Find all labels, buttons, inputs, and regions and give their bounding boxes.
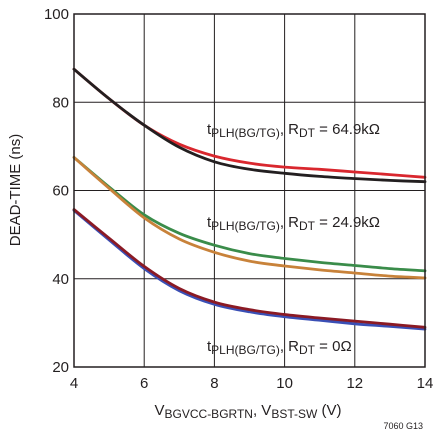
series-line-5 — [72, 208, 427, 329]
x-tick-label: 8 — [210, 375, 218, 392]
grid-lines — [74, 14, 425, 367]
y-tick-label: 20 — [52, 359, 69, 376]
series-line-4 — [72, 209, 427, 331]
tick-labels: 4 6 8 10 12 14 20 40 60 80 100 — [44, 6, 433, 392]
series-line-1 — [72, 67, 427, 184]
y-tick-label: 60 — [52, 183, 69, 200]
plot-frame — [73, 13, 426, 368]
series-lines — [72, 67, 427, 331]
x-axis-title: VBGVCC-BGRTN, VBST-SW (V) — [155, 402, 342, 421]
figure-id: 7060 G13 — [383, 421, 423, 431]
x-tick-label: 14 — [417, 375, 434, 392]
y-tick-label: 100 — [44, 6, 69, 23]
y-axis-title: DEAD-TIME (ns) — [7, 134, 24, 247]
annotation-64-9k: tPLH(BG/TG), RDT = 64.9kΩ — [207, 121, 380, 140]
series-line-3 — [72, 156, 427, 280]
x-tick-label: 12 — [346, 375, 363, 392]
x-tick-label: 10 — [276, 375, 293, 392]
annotation-0-ohm: tPLH(BG/TG), RDT = 0Ω — [207, 338, 352, 357]
series-line-2 — [72, 156, 427, 273]
y-tick-label: 80 — [52, 94, 69, 111]
x-tick-label: 4 — [70, 375, 78, 392]
y-tick-label: 40 — [52, 271, 69, 288]
x-tick-label: 6 — [140, 375, 148, 392]
annotation-24-9k: tPLH(BG/TG), RDT = 24.9kΩ — [207, 214, 380, 233]
